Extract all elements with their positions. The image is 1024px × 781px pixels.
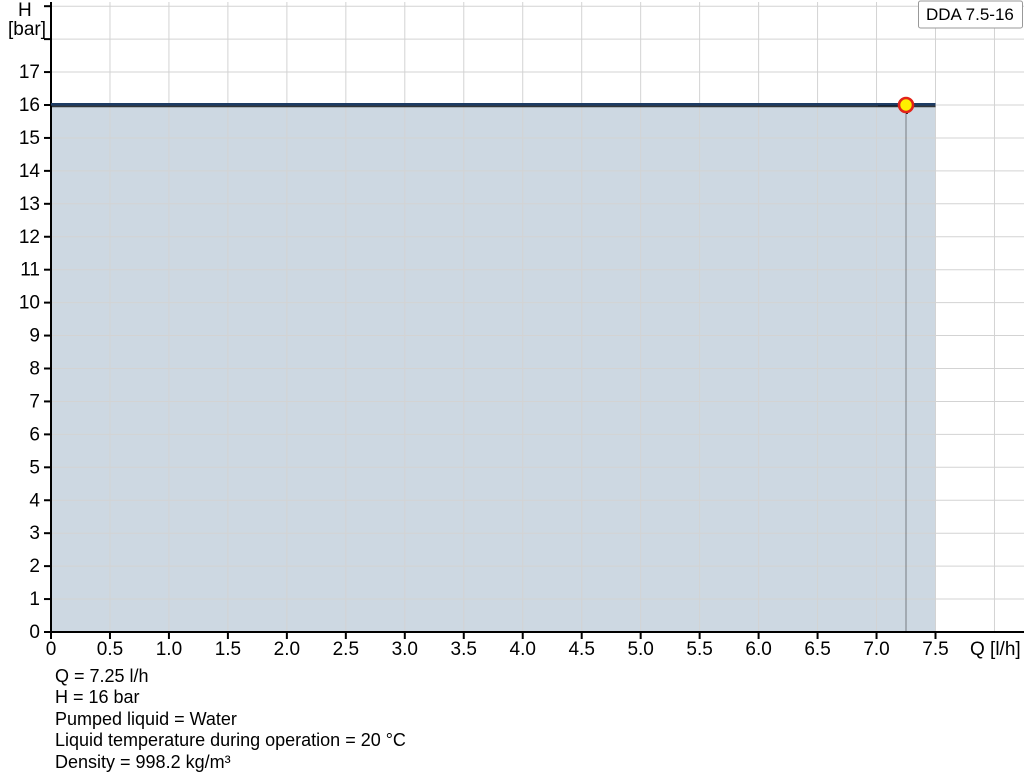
- svg-text:3: 3: [29, 523, 40, 544]
- svg-text:6: 6: [29, 424, 40, 445]
- svg-text:Q [l/h]: Q [l/h]: [970, 639, 1021, 660]
- svg-text:1.5: 1.5: [215, 639, 241, 660]
- svg-text:12: 12: [19, 227, 40, 248]
- svg-text:0.5: 0.5: [97, 639, 123, 660]
- svg-text:8: 8: [29, 359, 40, 380]
- svg-text:4.5: 4.5: [568, 639, 594, 660]
- svg-text:2: 2: [29, 556, 40, 577]
- svg-text:5: 5: [29, 457, 40, 478]
- svg-text:2.5: 2.5: [333, 639, 359, 660]
- svg-text:1: 1: [29, 589, 40, 610]
- svg-text:5.0: 5.0: [627, 639, 653, 660]
- svg-text:2.0: 2.0: [274, 639, 300, 660]
- svg-text:5.5: 5.5: [686, 639, 712, 660]
- svg-text:15: 15: [19, 128, 40, 149]
- svg-text:9: 9: [29, 326, 40, 347]
- svg-text:4.0: 4.0: [510, 639, 536, 660]
- svg-text:0: 0: [29, 622, 40, 643]
- svg-text:H: H: [18, 0, 32, 21]
- svg-text:6.5: 6.5: [804, 639, 830, 660]
- svg-text:DDA 7.5-16: DDA 7.5-16: [926, 5, 1014, 24]
- svg-text:16: 16: [19, 95, 40, 116]
- svg-text:0: 0: [46, 639, 57, 660]
- svg-text:Density = 998.2 kg/m³: Density = 998.2 kg/m³: [55, 752, 231, 772]
- svg-text:14: 14: [19, 161, 41, 182]
- svg-text:[bar]: [bar]: [8, 19, 46, 40]
- svg-text:1.0: 1.0: [156, 639, 182, 660]
- svg-text:11: 11: [20, 260, 40, 281]
- svg-text:3.5: 3.5: [451, 639, 477, 660]
- svg-text:Q = 7.25 l/h: Q = 7.25 l/h: [55, 666, 149, 686]
- svg-text:H = 16 bar: H = 16 bar: [55, 687, 140, 707]
- svg-text:4: 4: [29, 490, 40, 511]
- svg-text:7: 7: [29, 391, 40, 412]
- svg-text:7.5: 7.5: [922, 639, 948, 660]
- svg-text:Liquid temperature during oper: Liquid temperature during operation = 20…: [55, 730, 406, 750]
- svg-text:13: 13: [19, 194, 40, 215]
- svg-text:Pumped liquid = Water: Pumped liquid = Water: [55, 709, 237, 729]
- svg-text:3.0: 3.0: [392, 639, 418, 660]
- svg-text:17: 17: [19, 62, 40, 83]
- svg-text:6.0: 6.0: [745, 639, 771, 660]
- svg-text:10: 10: [19, 293, 40, 314]
- svg-text:7.0: 7.0: [863, 639, 889, 660]
